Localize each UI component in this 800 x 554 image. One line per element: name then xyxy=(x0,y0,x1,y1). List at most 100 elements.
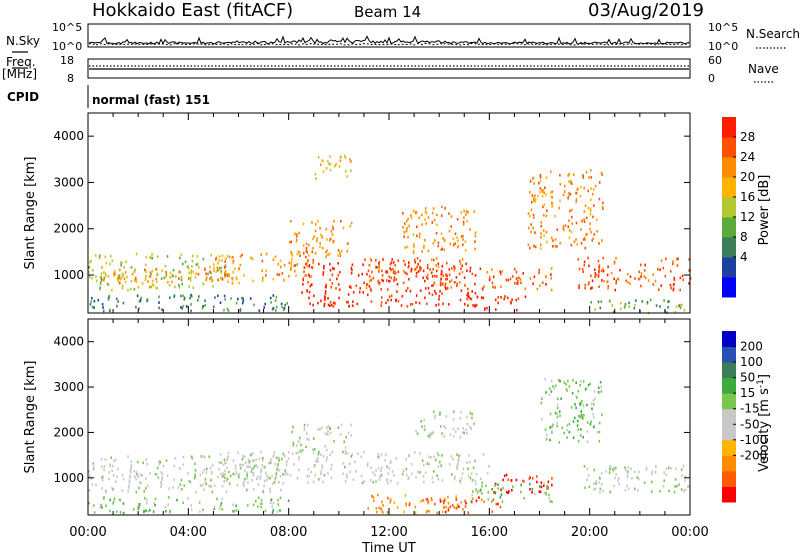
velocity-colorbar-swatch xyxy=(722,377,736,394)
power-cell xyxy=(444,282,447,286)
power-cell xyxy=(629,275,632,278)
power-cell xyxy=(221,259,223,262)
power-cell xyxy=(330,230,333,233)
velocity-cell xyxy=(431,498,433,502)
velocity-cell xyxy=(278,460,280,463)
velocity-cell xyxy=(327,430,329,433)
plot-title: Hokkaido East (fitACF) xyxy=(92,0,293,21)
velocity-cell xyxy=(298,468,300,472)
velocity-cell xyxy=(269,490,271,493)
power-cell xyxy=(576,243,578,246)
time-tick-label: 04:00 xyxy=(170,525,207,540)
power-cell xyxy=(148,286,151,289)
velocity-cell xyxy=(182,455,185,459)
power-cell xyxy=(322,271,325,274)
velocity-cell xyxy=(676,485,678,488)
velocity-cell xyxy=(260,450,262,454)
power-cell xyxy=(107,274,110,278)
power-cell xyxy=(305,262,307,266)
velocity-cell xyxy=(407,477,409,481)
velocity-cell xyxy=(114,458,117,462)
power-cell xyxy=(296,234,298,238)
velocity-cell xyxy=(502,486,504,490)
power-cell xyxy=(453,242,456,245)
power-cell xyxy=(413,245,415,248)
power-cell xyxy=(537,194,539,198)
velocity-cell xyxy=(257,496,260,500)
power-cell xyxy=(274,299,277,302)
power-cell xyxy=(542,229,545,232)
velocity-cell xyxy=(313,465,316,468)
power-cell xyxy=(669,283,672,287)
velocity-cell xyxy=(228,482,231,485)
velocity-cell xyxy=(507,478,510,481)
power-cell xyxy=(418,301,421,305)
power-cell xyxy=(260,253,262,256)
power-cell xyxy=(307,280,309,284)
velocity-cell xyxy=(457,457,460,461)
velocity-cell xyxy=(462,467,465,471)
velocity-cell xyxy=(453,477,456,481)
velocity-cell xyxy=(160,481,162,484)
power-cell xyxy=(140,296,142,300)
power-cell xyxy=(534,198,537,201)
power-cell xyxy=(231,282,234,285)
velocity-cell xyxy=(273,481,276,484)
velocity-cell xyxy=(137,506,140,510)
power-colorbar-tick-label: 16 xyxy=(740,190,755,204)
velocity-cell xyxy=(128,484,130,488)
velocity-cell xyxy=(605,470,608,473)
velocity-cell xyxy=(291,452,294,455)
power-cell xyxy=(448,273,451,277)
power-cell xyxy=(179,256,181,260)
power-cell xyxy=(416,257,419,260)
power-cell xyxy=(410,214,412,217)
velocity-cell xyxy=(432,480,434,484)
power-cell xyxy=(538,268,540,272)
power-cell xyxy=(551,203,554,206)
velocity-panel-frame xyxy=(87,318,691,516)
power-cell xyxy=(584,286,586,290)
power-cell xyxy=(365,286,368,290)
velocity-cell xyxy=(593,488,595,491)
velocity-cell xyxy=(342,462,344,465)
power-cell xyxy=(482,296,485,300)
power-cell xyxy=(448,212,450,215)
power-cell xyxy=(227,309,230,312)
velocity-cell xyxy=(445,415,448,418)
velocity-cell xyxy=(260,470,262,474)
power-cell xyxy=(688,282,690,285)
velocity-cell xyxy=(512,485,514,488)
power-cell xyxy=(590,176,593,179)
power-cell xyxy=(427,273,429,277)
power-cell xyxy=(323,304,326,308)
velocity-cell xyxy=(130,460,133,464)
velocity-cell xyxy=(256,465,259,469)
velocity-cell xyxy=(682,464,685,468)
power-cell xyxy=(89,275,91,279)
velocity-cell xyxy=(346,475,348,479)
velocity-cell xyxy=(547,480,550,484)
velocity-cell xyxy=(375,510,378,514)
freq-label: Freq. xyxy=(6,55,36,69)
velocity-cell xyxy=(465,415,468,419)
velocity-cell xyxy=(589,382,592,386)
power-cell xyxy=(393,276,396,279)
velocity-cell xyxy=(549,412,552,416)
power-cell xyxy=(358,290,361,294)
power-cell xyxy=(388,280,391,283)
velocity-cell xyxy=(127,489,129,493)
power-cell xyxy=(188,271,190,274)
velocity-cell xyxy=(103,496,105,499)
power-cell xyxy=(527,212,530,215)
velocity-cell xyxy=(128,481,131,484)
freq-unit: [MHz] xyxy=(2,67,37,81)
velocity-cell xyxy=(470,500,473,503)
velocity-cell xyxy=(510,479,513,482)
power-cell xyxy=(598,270,600,274)
power-cell xyxy=(94,254,97,257)
power-cell xyxy=(362,263,364,266)
power-cell xyxy=(640,284,642,288)
power-cell xyxy=(570,181,572,185)
power-cell xyxy=(202,305,204,308)
